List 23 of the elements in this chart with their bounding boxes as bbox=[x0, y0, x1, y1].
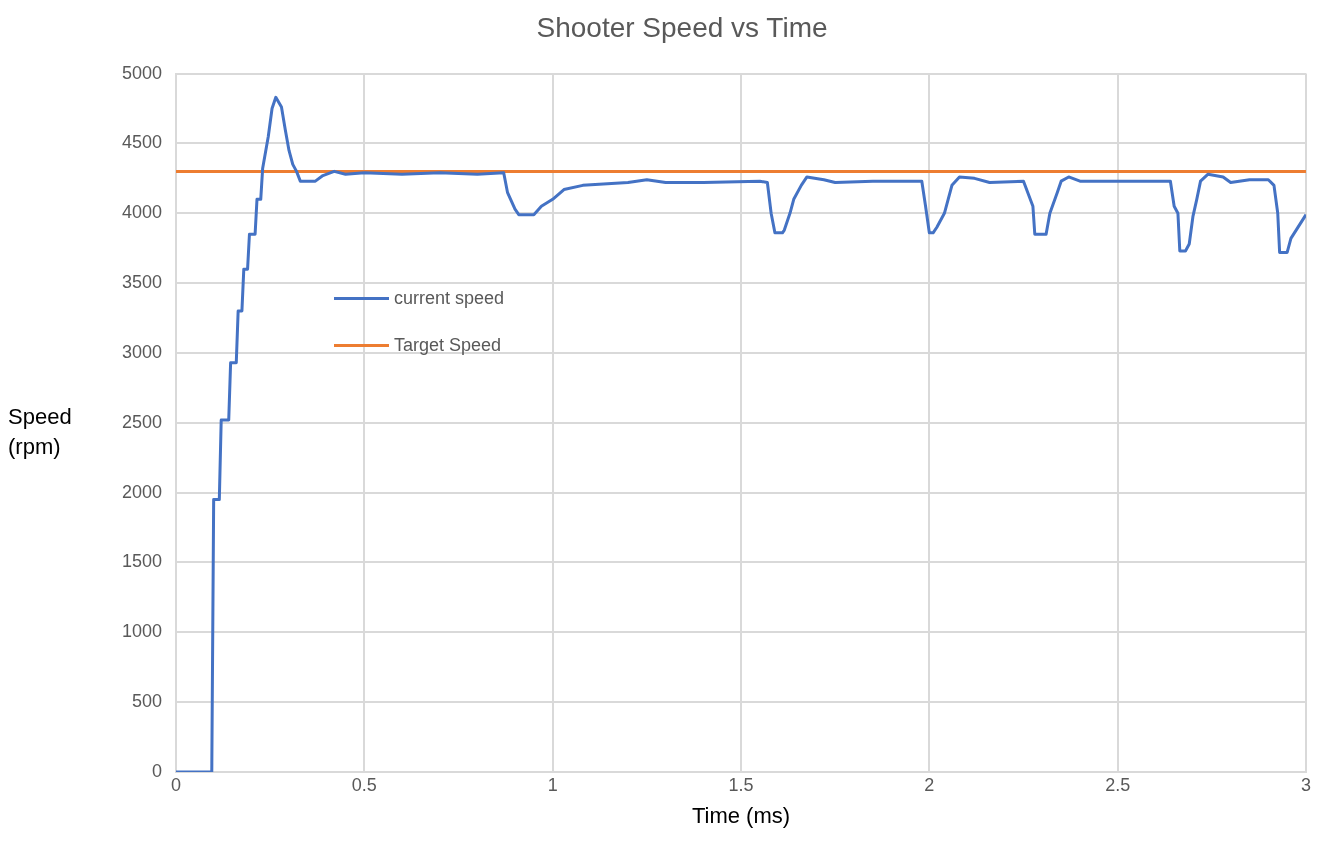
y-tick-label: 1500 bbox=[121, 551, 162, 572]
y-tick-label: 4500 bbox=[121, 132, 162, 153]
y-tick-label: 3500 bbox=[121, 272, 162, 293]
x-tick-label: 3 bbox=[1300, 774, 1311, 795]
y-tick-label: 0 bbox=[151, 760, 162, 781]
y-tick-label: 1000 bbox=[121, 621, 162, 642]
y-tick-label: 500 bbox=[131, 691, 162, 712]
y-tick-label: 2500 bbox=[121, 411, 162, 432]
legend-label: Target Speed bbox=[394, 334, 502, 355]
x-tick-label: 0.5 bbox=[351, 774, 377, 795]
legend-label: current speed bbox=[394, 287, 505, 308]
x-tick-label: 1 bbox=[547, 774, 558, 795]
x-tick-label: 0 bbox=[170, 774, 182, 795]
x-tick-label: 2 bbox=[924, 774, 935, 795]
x-tick-label: 2.5 bbox=[1105, 774, 1131, 795]
x-tick-label: 1.5 bbox=[728, 774, 754, 795]
y-axis-title: Speed (rpm) bbox=[8, 403, 72, 459]
y-tick-label: 3000 bbox=[121, 341, 162, 362]
y-tick-label: 2000 bbox=[121, 481, 162, 502]
y-tick-label: 5000 bbox=[121, 62, 162, 83]
chart-title: Shooter Speed vs Time bbox=[536, 11, 828, 43]
x-axis-title: Time (ms) bbox=[691, 802, 791, 828]
y-tick-label: 4000 bbox=[121, 202, 162, 223]
